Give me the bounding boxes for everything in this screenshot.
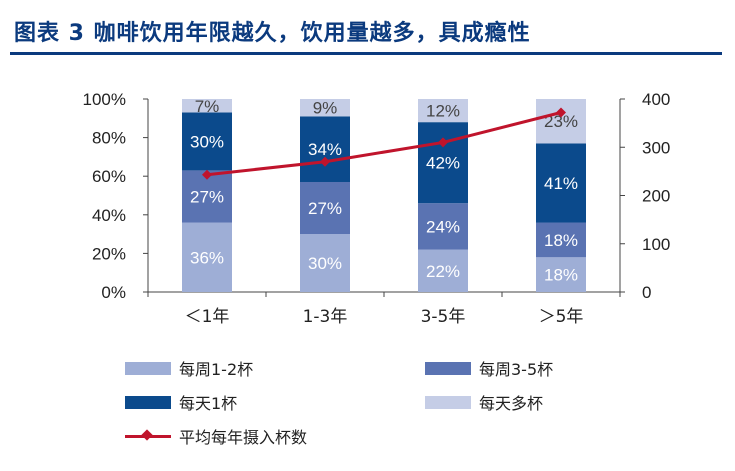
bar-data-label: 18%	[544, 231, 578, 250]
bar-segment	[418, 249, 468, 292]
bar-segment	[182, 222, 232, 292]
legend-swatch	[425, 361, 471, 375]
bar-data-label: 9%	[313, 99, 338, 118]
bar-data-label: 7%	[195, 97, 220, 116]
y-right-tick-label: 400	[642, 90, 670, 109]
x-tick-label: 1-3年	[303, 307, 348, 327]
figure-title: 图表 3 咖啡饮用年限越久，饮用量越多，具成瘾性	[14, 21, 531, 46]
title-underline	[10, 52, 722, 55]
bar-data-label: 18%	[544, 266, 578, 285]
legend-item: 每周1-2杯	[125, 356, 253, 380]
bar-segment	[300, 234, 350, 292]
legend-item: 平均每年摄入杯数	[125, 424, 307, 448]
y-right-tick-label: 0	[642, 283, 651, 302]
legend-item: 每周3-5杯	[425, 356, 553, 380]
x-tick-label: 3-5年	[421, 307, 466, 327]
line-series-marker	[556, 107, 566, 118]
x-tick-label: ＜1年	[185, 307, 230, 327]
legend-swatch	[425, 395, 471, 409]
bar-data-label: 22%	[426, 262, 460, 281]
bar-data-label: 23%	[544, 112, 578, 131]
y-left-tick-label: 100%	[83, 90, 126, 109]
bar-segment	[182, 99, 232, 113]
bar-segment	[182, 112, 232, 171]
y-right-tick-label: 100	[642, 235, 670, 254]
legend-label: 平均每年摄入杯数	[179, 428, 308, 447]
legend-swatch	[125, 361, 171, 375]
bar-segment	[418, 99, 468, 123]
legend-label: 每周3-5杯	[479, 360, 554, 379]
legend-swatch	[125, 428, 171, 441]
bar-data-label: 30%	[190, 132, 224, 151]
y-right-tick-label: 200	[642, 187, 670, 206]
bar-data-label: 27%	[308, 199, 342, 218]
bar-segment	[418, 203, 468, 250]
y-left-tick-label: 60%	[92, 167, 126, 186]
bar-data-label: 34%	[308, 140, 342, 159]
bar-data-label: 42%	[426, 154, 460, 173]
legend-line-marker	[141, 428, 153, 441]
legend-item: 每天多杯	[425, 390, 543, 414]
legend-swatch	[125, 395, 171, 409]
figure-header: 图表 3 咖啡饮用年限越久，饮用量越多，具成瘾性	[0, 0, 735, 60]
y-left-tick-label: 0%	[101, 283, 126, 302]
bar-segment	[300, 181, 350, 235]
bar-data-label: 36%	[190, 248, 224, 267]
bar-segment	[300, 99, 350, 117]
bar-segment	[418, 122, 468, 204]
legend-label: 每天1杯	[179, 394, 238, 413]
legend-label: 每天多杯	[479, 394, 544, 413]
bar-data-label: 41%	[544, 174, 578, 193]
bar-data-label: 27%	[190, 187, 224, 206]
bar-segment	[300, 116, 350, 182]
y-left-tick-label: 80%	[92, 129, 126, 148]
bar-data-label: 24%	[426, 217, 460, 236]
legend-item: 每天1杯	[125, 390, 237, 414]
legend-label: 每周1-2杯	[179, 360, 254, 379]
bar-segment	[536, 222, 586, 258]
x-tick-label: ＞5年	[539, 307, 584, 327]
bar-segment	[536, 257, 586, 292]
bar-data-label: 30%	[308, 254, 342, 273]
y-left-tick-label: 40%	[92, 206, 126, 225]
line-series-marker	[320, 156, 330, 167]
line-series-marker	[438, 137, 448, 148]
line-series-marker	[202, 169, 212, 180]
bar-data-label: 12%	[426, 102, 460, 121]
bar-segment	[536, 99, 586, 144]
bar-segment	[536, 143, 586, 223]
line-series-path	[206, 111, 562, 177]
y-left-tick-label: 20%	[92, 244, 126, 263]
y-right-tick-label: 300	[642, 138, 670, 157]
